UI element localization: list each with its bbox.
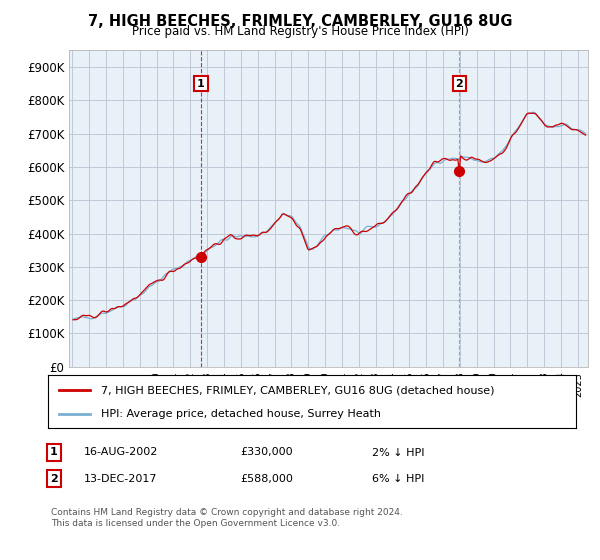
Text: 6% ↓ HPI: 6% ↓ HPI [372,474,424,484]
Text: Contains HM Land Registry data © Crown copyright and database right 2024.
This d: Contains HM Land Registry data © Crown c… [51,508,403,528]
Text: 13-DEC-2017: 13-DEC-2017 [84,474,157,484]
Text: 7, HIGH BEECHES, FRIMLEY, CAMBERLEY, GU16 8UG: 7, HIGH BEECHES, FRIMLEY, CAMBERLEY, GU1… [88,14,512,29]
Text: 1: 1 [50,447,58,458]
Text: 7, HIGH BEECHES, FRIMLEY, CAMBERLEY, GU16 8UG (detached house): 7, HIGH BEECHES, FRIMLEY, CAMBERLEY, GU1… [101,385,494,395]
Text: 16-AUG-2002: 16-AUG-2002 [84,447,158,458]
Text: 1: 1 [197,78,205,88]
Text: Price paid vs. HM Land Registry's House Price Index (HPI): Price paid vs. HM Land Registry's House … [131,25,469,38]
Text: £588,000: £588,000 [240,474,293,484]
Text: 2: 2 [50,474,58,484]
Text: HPI: Average price, detached house, Surrey Heath: HPI: Average price, detached house, Surr… [101,408,381,418]
Text: 2: 2 [455,78,463,88]
Text: £330,000: £330,000 [240,447,293,458]
Text: 2% ↓ HPI: 2% ↓ HPI [372,447,425,458]
